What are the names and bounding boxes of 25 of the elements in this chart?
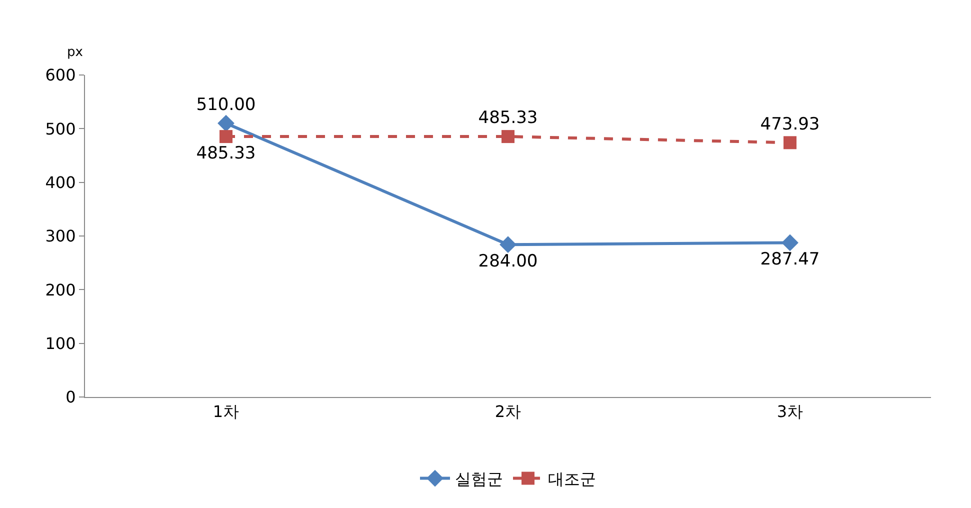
data-label: 284.00 (478, 251, 538, 272)
point (500, 236, 516, 254)
point (502, 130, 514, 144)
data-label: 485.33 (478, 108, 538, 128)
x-tick-label: 3차 (776, 402, 804, 422)
y-tick-label: 600 (45, 66, 76, 85)
x-tick-label: 2차 (494, 402, 522, 422)
point (782, 234, 798, 252)
y-axis-title: px (67, 45, 84, 60)
y-tick-label: 200 (45, 280, 76, 300)
legend-label: 대조군 (548, 470, 596, 489)
data-label: 510.00 (196, 94, 256, 115)
y-tick-label: 400 (45, 172, 76, 192)
point (784, 136, 796, 150)
point (220, 130, 232, 144)
data-label: 485.33 (196, 143, 256, 164)
y-tick-label: 100 (45, 334, 76, 353)
y-tick-label: 500 (45, 119, 76, 138)
data-label: 473.93 (760, 114, 820, 134)
legend-label: 실험군 (455, 470, 503, 489)
y-tick-label: 0 (66, 388, 76, 407)
y-tick-label: 300 (45, 226, 76, 246)
data-label: 287.47 (760, 250, 820, 270)
point (218, 114, 234, 132)
x-tick-label: 1차 (212, 402, 240, 422)
